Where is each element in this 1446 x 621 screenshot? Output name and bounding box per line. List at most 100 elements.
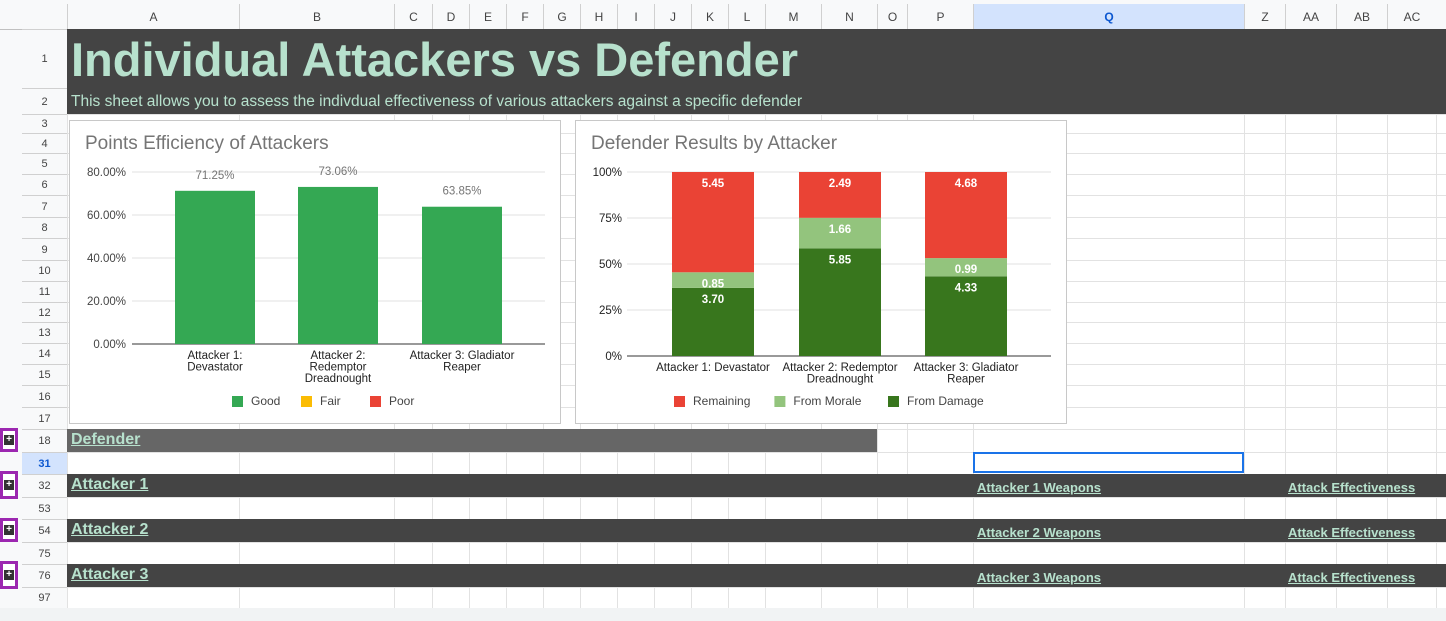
row-header-18[interactable]: 18 [22, 429, 67, 452]
attacker1-band [67, 474, 1446, 497]
data-label: 5.85 [829, 254, 852, 266]
stacked-bar-segment [925, 172, 1007, 259]
sheet-tab-bar [0, 608, 1446, 621]
grid-column-line [1436, 29, 1437, 608]
row-header-5[interactable]: 5 [22, 153, 67, 174]
column-header-h[interactable]: H [580, 4, 617, 29]
attacker3-effectiveness-link[interactable]: Attack Effectiveness [1288, 570, 1416, 585]
attacker2-weapons-link[interactable]: Attacker 2 Weapons [977, 525, 1102, 540]
x-tick-label: Attacker 3: Gladiator Reaper [914, 362, 1019, 386]
chart-title: Points Efficiency of Attackers [85, 133, 329, 154]
attacker3-weapons-link[interactable]: Attacker 3 Weapons [977, 570, 1102, 585]
row-header-9[interactable]: 9 [22, 238, 67, 260]
grid-column-line [1387, 29, 1388, 608]
column-header-a[interactable]: A [67, 4, 239, 29]
legend-swatch [674, 396, 685, 407]
column-header-d[interactable]: D [432, 4, 469, 29]
y-tick-label: 20.00% [87, 296, 126, 308]
attacker1-effectiveness-link[interactable]: Attack Effectiveness [1288, 480, 1416, 495]
defender-results-chart[interactable]: Defender Results by Attacker 0% 25% 50% 75%… [575, 120, 1067, 424]
bar [298, 186, 378, 344]
stacked-bar-segment [799, 248, 881, 356]
data-label: 1.66 [829, 224, 851, 236]
expand-group-attacker3-button[interactable]: + [0, 561, 18, 589]
column-header-f[interactable]: F [506, 4, 543, 29]
column-header-j[interactable]: J [654, 4, 691, 29]
x-tick-label: Attacker 1: Devastator [656, 362, 770, 374]
data-label: 0.85 [702, 278, 725, 290]
grid-column-line [1244, 29, 1245, 608]
column-header-l[interactable]: L [728, 4, 765, 29]
expand-group-attacker2-button[interactable]: + [0, 518, 18, 542]
column-header-e[interactable]: E [469, 4, 506, 29]
grid-column-line [1336, 29, 1337, 608]
attacker3-link[interactable]: Attacker 3 [71, 566, 149, 583]
plus-icon: + [4, 525, 14, 535]
x-tick-label: Attacker 2: Redemptor Dreadnought [782, 362, 897, 386]
y-tick-label: 60.00% [87, 210, 126, 222]
row-header-32[interactable]: 32 [22, 474, 67, 497]
row-header-12[interactable]: 12 [22, 302, 67, 322]
column-header-ab[interactable]: AB [1336, 4, 1387, 29]
stacked-bar-segment [925, 276, 1007, 356]
legend-label: Poor [389, 394, 414, 408]
column-header-b[interactable]: B [239, 4, 394, 29]
points-efficiency-chart[interactable]: Points Efficiency of Attackers 0.00% 20.0… [69, 120, 561, 424]
column-header-i[interactable]: I [617, 4, 654, 29]
row-header-13[interactable]: 13 [22, 322, 67, 343]
grid-row-line [67, 114, 1446, 115]
row-header-1[interactable]: 1 [22, 29, 67, 88]
grid-row-line [67, 542, 1446, 543]
sheet-subtitle[interactable]: This sheet allows you to assess the indi… [71, 93, 803, 110]
defender-band [67, 429, 877, 452]
grid-row-line [67, 587, 1446, 588]
row-header-2[interactable]: 2 [22, 88, 67, 114]
column-header-c[interactable]: C [394, 4, 432, 29]
row-header-76[interactable]: 76 [22, 564, 67, 587]
row-header-15[interactable]: 15 [22, 364, 67, 385]
attacker1-link[interactable]: Attacker 1 [71, 476, 149, 493]
row-header-17[interactable]: 17 [22, 407, 67, 429]
column-header-n[interactable]: N [821, 4, 877, 29]
row-header-54[interactable]: 54 [22, 519, 67, 542]
row-header-31[interactable]: 31 [22, 452, 67, 474]
attacker1-weapons-link[interactable]: Attacker 1 Weapons [977, 480, 1102, 495]
defender-link[interactable]: Defender [71, 431, 141, 448]
row-header-14[interactable]: 14 [22, 343, 67, 364]
column-header-aa[interactable]: AA [1285, 4, 1336, 29]
column-header-o[interactable]: O [877, 4, 907, 29]
row-header-75[interactable]: 75 [22, 542, 67, 564]
row-header-53[interactable]: 53 [22, 497, 67, 519]
y-tick-label: 0.00% [93, 339, 126, 351]
column-header-k[interactable]: K [691, 4, 728, 29]
x-tick-label: Attacker 1: Devastator [187, 350, 243, 374]
column-header-q[interactable]: Q [973, 4, 1244, 29]
row-header-6[interactable]: 6 [22, 174, 67, 195]
column-header-p[interactable]: P [907, 4, 973, 29]
column-header-m[interactable]: M [765, 4, 821, 29]
row-header-16[interactable]: 16 [22, 385, 67, 407]
selected-cell-q31[interactable] [973, 452, 1244, 473]
attacker3-band [67, 564, 1446, 587]
attacker2-link[interactable]: Attacker 2 [71, 521, 149, 538]
expand-group-defender-button[interactable]: + [0, 428, 18, 452]
data-label: 73.06% [318, 166, 357, 178]
bar [175, 190, 255, 344]
column-header-ac[interactable]: AC [1387, 4, 1436, 29]
row-header-97[interactable]: 97 [22, 587, 67, 608]
row-header-3[interactable]: 3 [22, 114, 67, 133]
plus-icon: + [4, 435, 14, 445]
row-header-8[interactable]: 8 [22, 217, 67, 238]
column-header-z[interactable]: Z [1244, 4, 1285, 29]
sheet-title[interactable]: Individual Attackers vs Defender [71, 33, 799, 86]
y-tick-label: 75% [599, 213, 622, 225]
row-header-10[interactable]: 10 [22, 260, 67, 281]
row-header-4[interactable]: 4 [22, 133, 67, 153]
chart-title: Defender Results by Attacker [591, 133, 838, 154]
row-header-11[interactable]: 11 [22, 281, 67, 302]
row-header-7[interactable]: 7 [22, 195, 67, 217]
attacker2-effectiveness-link[interactable]: Attack Effectiveness [1288, 525, 1416, 540]
y-tick-label: 40.00% [87, 253, 126, 265]
column-header-g[interactable]: G [543, 4, 580, 29]
expand-group-attacker1-button[interactable]: + [0, 471, 18, 499]
